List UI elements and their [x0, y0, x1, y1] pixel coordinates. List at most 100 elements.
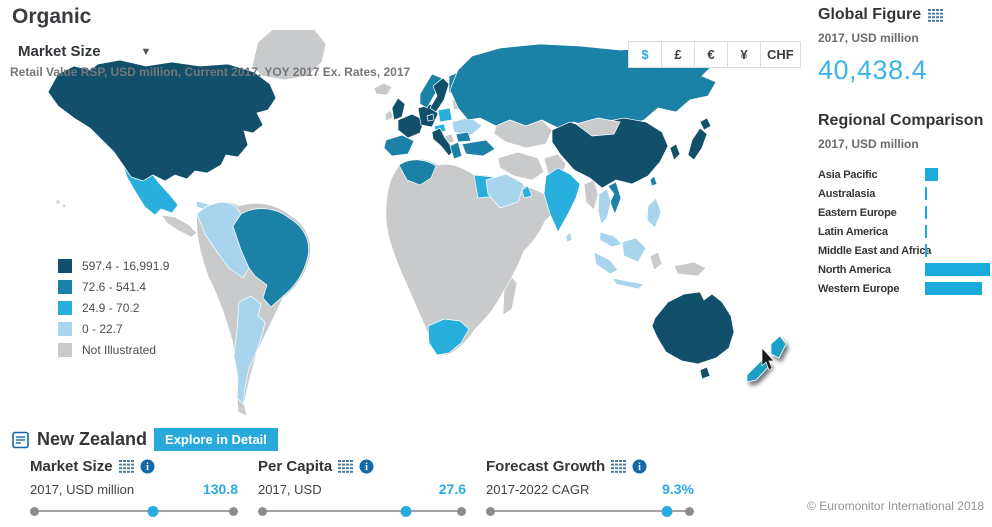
- metric-dropdown-label: Market Size: [18, 43, 101, 60]
- map-country-sweden[interactable]: [429, 77, 450, 113]
- map-country-indonesia-borneo[interactable]: [621, 237, 647, 263]
- map-country-taiwan[interactable]: [649, 175, 658, 187]
- page-title: Organic: [12, 5, 92, 28]
- map-country-saudi-arabia[interactable]: [485, 173, 525, 209]
- map-country-france[interactable]: [397, 113, 425, 139]
- legend-label: 72.6 - 541.4: [82, 280, 147, 294]
- region-bar[interactable]: [925, 244, 927, 257]
- explore-in-detail-button[interactable]: Explore in Detail: [154, 428, 278, 451]
- map-country-uae[interactable]: [521, 185, 533, 199]
- currency-button-gbp[interactable]: £: [661, 41, 695, 68]
- legend-swatch: [58, 322, 72, 336]
- map-country-japan[interactable]: [687, 127, 708, 161]
- map-country-indonesia-java[interactable]: [611, 277, 645, 290]
- map-country-greece[interactable]: [449, 141, 463, 160]
- stat-title: Market Size: [30, 458, 113, 475]
- map-country-norway[interactable]: [419, 73, 443, 109]
- slider-min-dot: [486, 507, 495, 516]
- region-label: Asia Pacific: [818, 168, 878, 181]
- map-country-kazakhstan[interactable]: [493, 119, 553, 149]
- grid-icon[interactable]: [118, 460, 134, 473]
- currency-button-chf[interactable]: CHF: [760, 41, 801, 68]
- grid-icon[interactable]: [611, 460, 627, 473]
- stat-slider[interactable]: [30, 505, 238, 517]
- region-label: Australasia: [818, 187, 876, 200]
- regional-bar-row: Australasia: [818, 184, 992, 203]
- map-country-thailand[interactable]: [597, 188, 612, 225]
- map-country-brazil[interactable]: [232, 208, 309, 308]
- map-country-sri-lanka[interactable]: [565, 231, 573, 243]
- map-legend: 597.4 - 16,991.9 72.6 - 541.4 24.9 - 70.…: [58, 259, 169, 364]
- region-bar[interactable]: [925, 187, 927, 200]
- map-country-spain[interactable]: [383, 134, 415, 157]
- stat-title: Per Capita: [258, 458, 333, 475]
- stat-value: 9.3%: [662, 481, 694, 497]
- global-figure-panel: Global Figure 2017, USD million 40,438.4: [818, 6, 990, 86]
- global-figure-subtitle: 2017, USD million: [818, 31, 919, 45]
- currency-button-eur[interactable]: €: [694, 41, 728, 68]
- stat-block-per-capita: Per Capita i 2017, USD 27.6: [258, 458, 466, 517]
- world-choropleth-map[interactable]: [0, 30, 810, 430]
- map-country-argentina[interactable]: [233, 295, 266, 405]
- region-bar[interactable]: [925, 168, 938, 181]
- regional-bar-row: Eastern Europe: [818, 203, 992, 222]
- currency-toggle: $ £ € ¥ CHF: [628, 41, 801, 68]
- slider-track: [488, 510, 692, 512]
- svg-text:i: i: [365, 462, 368, 473]
- regional-bar-row: Asia Pacific: [818, 165, 992, 184]
- slider-thumb[interactable]: [147, 506, 159, 517]
- map-country-turkey[interactable]: [461, 139, 496, 157]
- report-document-icon[interactable]: [12, 431, 29, 449]
- map-country-indonesia[interactable]: [593, 251, 619, 275]
- stat-slider[interactable]: [486, 505, 694, 517]
- legend-item: 0 - 22.7: [58, 322, 169, 336]
- map-country-malaysia[interactable]: [599, 231, 623, 248]
- map-country-mongolia[interactable]: [575, 117, 621, 137]
- map-country-india[interactable]: [543, 167, 581, 233]
- region-label: North America: [818, 263, 891, 276]
- regional-bar-row: Latin America: [818, 222, 992, 241]
- map-country-denmark[interactable]: [426, 113, 435, 122]
- map-country-morocco[interactable]: [398, 159, 437, 186]
- grid-icon[interactable]: [338, 460, 354, 473]
- map-country-italy[interactable]: [431, 127, 455, 157]
- map-country-new-zealand-highlighted[interactable]: [746, 335, 787, 383]
- region-label: Latin America: [818, 225, 888, 238]
- map-country-mexico[interactable]: [122, 164, 179, 216]
- info-icon[interactable]: i: [359, 459, 374, 474]
- map-country-japan-hokkaido[interactable]: [699, 117, 712, 131]
- map-country-australia[interactable]: [651, 291, 735, 365]
- info-icon[interactable]: i: [140, 459, 155, 474]
- slider-thumb[interactable]: [400, 506, 412, 517]
- mouse-cursor-icon: [761, 347, 775, 371]
- region-bar[interactable]: [925, 206, 927, 219]
- grid-icon[interactable]: [928, 8, 944, 22]
- regional-bar-chart: Asia Pacific Australasia Eastern Europe …: [818, 165, 992, 298]
- metric-dropdown[interactable]: Market Size ▼: [18, 43, 151, 60]
- stat-slider[interactable]: [258, 505, 466, 517]
- svg-text:i: i: [638, 462, 641, 473]
- stat-block-forecast-growth: Forecast Growth i 2017-2022 CAGR 9.3%: [486, 458, 694, 517]
- region-bar[interactable]: [925, 225, 927, 238]
- region-label: Middle East and Africa: [818, 244, 932, 257]
- map-country-philippines[interactable]: [646, 197, 662, 229]
- region-bar[interactable]: [925, 263, 990, 276]
- info-icon[interactable]: i: [632, 459, 647, 474]
- legend-item: Not Illustrated: [58, 343, 169, 357]
- map-country-south-africa[interactable]: [427, 318, 470, 356]
- regional-comparison-title: Regional Comparison: [818, 112, 984, 129]
- map-country-romania[interactable]: [455, 131, 472, 143]
- stat-value: 27.6: [438, 481, 466, 497]
- currency-button-jpy[interactable]: ¥: [727, 41, 761, 68]
- slider-thumb[interactable]: [661, 506, 673, 517]
- map-country-tasmania[interactable]: [699, 366, 711, 380]
- map-country-poland[interactable]: [437, 107, 453, 123]
- map-country-vietnam[interactable]: [607, 181, 622, 215]
- map-country-united-kingdom[interactable]: [391, 97, 406, 121]
- map-country-south-korea[interactable]: [669, 143, 681, 161]
- region-bar[interactable]: [925, 282, 982, 295]
- currency-button-usd[interactable]: $: [628, 41, 662, 68]
- legend-item: 24.9 - 70.2: [58, 301, 169, 315]
- slider-max-dot: [457, 507, 466, 516]
- svg-text:i: i: [146, 462, 149, 473]
